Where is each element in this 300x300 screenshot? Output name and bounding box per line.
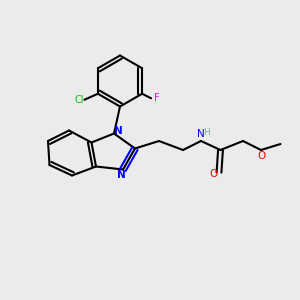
- Text: O: O: [257, 151, 265, 161]
- Text: N: N: [197, 129, 205, 140]
- Text: H: H: [203, 128, 210, 137]
- Text: F: F: [154, 93, 159, 103]
- Text: O: O: [209, 169, 218, 179]
- Text: N: N: [113, 126, 122, 136]
- Text: Cl: Cl: [74, 95, 84, 105]
- Text: N: N: [117, 170, 126, 180]
